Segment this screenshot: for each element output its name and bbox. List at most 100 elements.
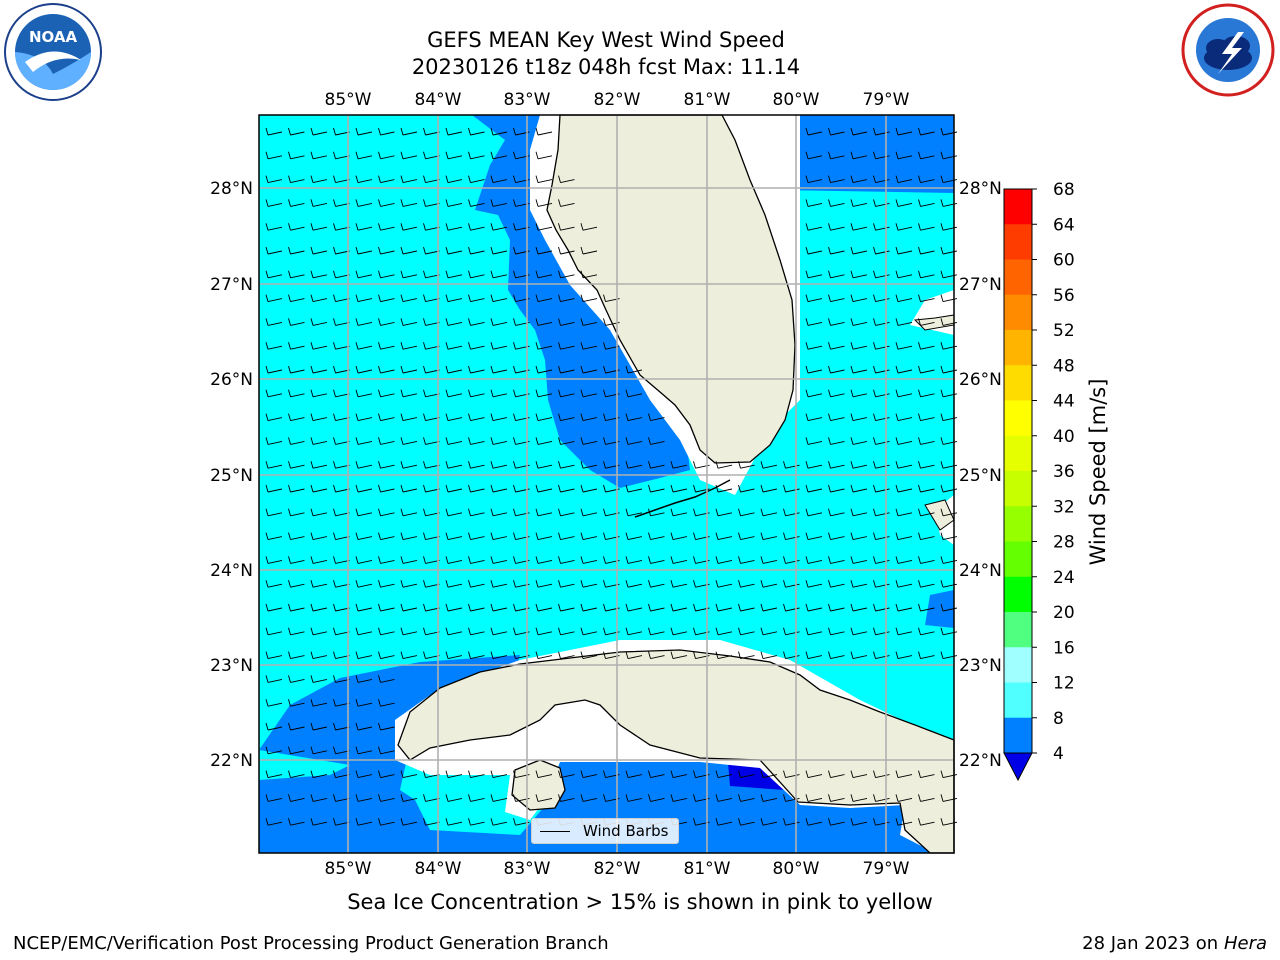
wind-barb-icon <box>850 818 868 826</box>
wind-barb-icon <box>288 651 305 660</box>
wind-barb-icon <box>850 175 868 184</box>
wind-barb-icon <box>378 223 395 231</box>
wind-barb-icon <box>828 484 845 493</box>
wind-barb-icon <box>423 175 440 184</box>
wind-barb-icon <box>423 437 440 445</box>
wind-barb-icon <box>783 627 800 636</box>
wind-barb-icon <box>490 627 508 636</box>
lon-label-top: 83°W <box>504 90 551 110</box>
wind-barb-icon <box>445 318 463 326</box>
wind-barb-icon <box>333 294 350 303</box>
wind-barb-icon <box>580 556 598 564</box>
wind-barb-icon <box>805 651 823 660</box>
wind-barb-icon <box>468 413 485 422</box>
wind-barb-icon <box>468 270 485 279</box>
wind-barb-icon <box>333 603 350 612</box>
wind-barb-icon <box>265 175 283 184</box>
wind-barb-icon <box>378 461 395 469</box>
wind-barb-icon <box>558 199 575 207</box>
wind-barb-icon <box>265 389 283 398</box>
wind-barb-icon <box>310 580 328 588</box>
map-frame <box>258 114 955 854</box>
wind-barb-icon <box>310 699 328 707</box>
wind-barb-icon <box>423 270 440 279</box>
land-florida-keys <box>634 479 731 518</box>
wind-barb-icon <box>288 365 305 374</box>
wind-barb-icon <box>558 580 575 588</box>
wind-barb-icon <box>715 580 733 588</box>
wind-barb-icon <box>850 556 868 564</box>
wind-barb-icon <box>760 580 778 588</box>
wind-barb-icon <box>783 484 800 493</box>
wind-barb-icon <box>760 461 778 469</box>
region-4-8-northeast <box>752 115 954 193</box>
wind-barb-icon <box>490 818 508 826</box>
lon-label-bottom: 82°W <box>594 859 641 879</box>
wind-barb-icon <box>423 794 440 802</box>
colorbar-segment <box>1004 365 1032 401</box>
wind-barb-icon <box>400 151 418 160</box>
wind-barb-icon <box>715 461 733 469</box>
wind-barb-icon <box>535 770 553 779</box>
wind-barb-icon <box>310 818 328 826</box>
wind-barb-icon <box>828 770 845 779</box>
wind-barb-icon <box>760 651 778 660</box>
colorbar-segment <box>1004 189 1032 225</box>
colorbar-tick-label: 32 <box>1053 497 1075 517</box>
wind-barb-icon <box>445 532 463 541</box>
wind-barb-icon <box>828 246 845 255</box>
wind-barb-icon <box>873 413 890 422</box>
lon-label-bottom: 83°W <box>504 859 551 879</box>
wind-barb-icon <box>873 651 890 660</box>
wind-barb-icon <box>490 389 508 398</box>
colorbar-segment <box>1004 506 1032 542</box>
chart-title: GEFS MEAN Key West Wind Speed <box>427 28 785 52</box>
wind-barb-icon <box>895 127 913 136</box>
noaa-logo-icon: NOAA <box>4 3 102 101</box>
wind-barb-icon <box>580 270 598 279</box>
wind-barb-icon <box>670 461 688 469</box>
wind-barb-icon <box>468 246 485 255</box>
wind-barb-icon <box>895 270 913 279</box>
wind-barb-icon <box>558 413 575 422</box>
wind-barb-icon <box>828 556 845 564</box>
wind-barb-icon <box>558 508 575 517</box>
wind-barb-icon <box>400 365 418 374</box>
wind-barb-icon <box>873 508 890 517</box>
wind-barb-icon <box>490 199 508 207</box>
wind-barb-icon <box>423 556 440 564</box>
colorbar-tick-labels: 68 64 60 56 52 48 44 40 36 32 28 24 20 16 12 8 4 <box>1032 180 1075 764</box>
wind-barb-icon <box>918 508 935 517</box>
wind-barb-icon <box>918 770 935 779</box>
wind-barb-icon <box>828 294 845 303</box>
wind-barb-icon <box>580 437 598 445</box>
wind-barb-icon <box>378 508 395 517</box>
wind-barb-icon <box>535 318 553 326</box>
wind-barb-icon <box>490 223 508 231</box>
wind-barb-icon <box>310 199 328 207</box>
wind-barb-icon <box>805 318 823 326</box>
wind-barb-icon <box>873 794 890 802</box>
wind-barb-icon <box>265 294 283 303</box>
wind-barb-icon <box>265 675 283 683</box>
wind-barb-icon <box>783 794 800 802</box>
lat-label-left: 22°N <box>210 751 253 771</box>
wind-barb-icon <box>355 651 373 660</box>
wind-barb-icon <box>288 413 305 422</box>
wind-barb-icon <box>895 389 913 398</box>
wind-barb-icon <box>783 603 800 612</box>
wind-barb-icon <box>310 318 328 326</box>
wind-barb-icon <box>288 818 305 826</box>
wind-barb-icon <box>355 199 373 207</box>
wind-barb-icon <box>400 223 418 231</box>
colorbar-tick-label: 12 <box>1053 674 1075 694</box>
wind-barb-icon <box>423 223 440 231</box>
wind-barb-icon <box>535 246 553 255</box>
colorbar-tick-label: 40 <box>1053 427 1075 447</box>
wind-barb-icon <box>760 818 778 826</box>
wind-barb-icon <box>490 246 508 255</box>
wind-barb-icon <box>625 794 643 802</box>
wind-barb-icon <box>468 127 485 136</box>
colorbar-segment <box>1004 576 1032 613</box>
colorbar-segment <box>1004 330 1032 366</box>
